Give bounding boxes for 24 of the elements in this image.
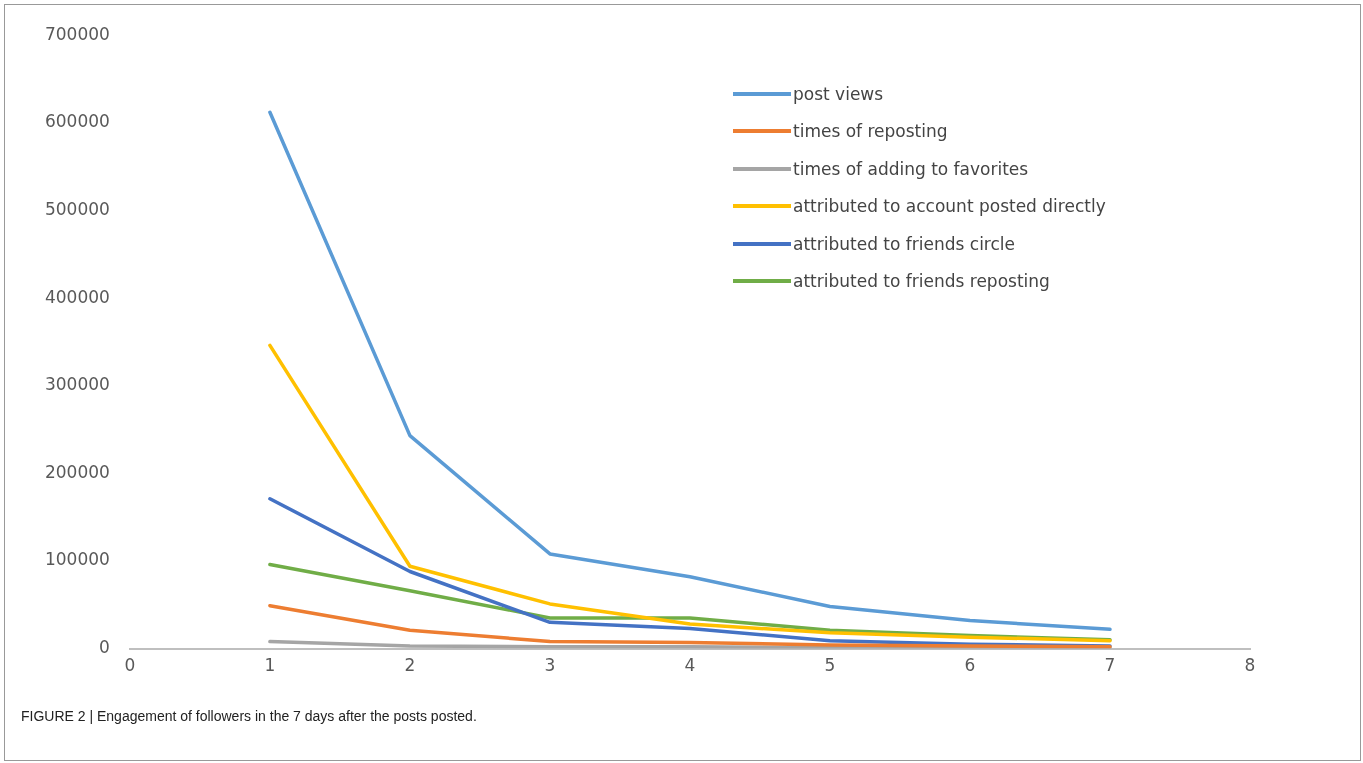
legend-label: times of reposting — [793, 121, 948, 142]
legend-label: times of adding to favorites — [793, 158, 1029, 179]
y-tick-label: 200000 — [44, 461, 110, 482]
x-tick-label: 4 — [684, 655, 696, 676]
legend-label: attributed to friends circle — [793, 233, 1016, 254]
x-tick-label: 5 — [824, 655, 836, 676]
y-tick-label: 700000 — [44, 23, 110, 44]
x-tick-label: 3 — [544, 655, 556, 676]
legend-label: post views — [793, 83, 884, 104]
legend-label: attributed to friends reposting — [793, 271, 1050, 292]
x-tick-label: 8 — [1244, 655, 1256, 676]
text: FIGURE 2 | Engagement of followers in the 7 days after the posts posted. — [21, 708, 477, 724]
x-tick-label: 6 — [964, 655, 976, 676]
x-tick-label: 1 — [264, 655, 276, 676]
x-tick-label: 2 — [404, 655, 416, 676]
y-tick-label: 500000 — [44, 198, 110, 219]
y-tick-label: 300000 — [44, 374, 110, 395]
y-tick-label: 400000 — [44, 286, 110, 307]
y-tick-label: 100000 — [44, 549, 110, 570]
x-tick-label: 7 — [1104, 655, 1116, 676]
y-tick-label: 600000 — [44, 111, 110, 132]
y-tick-label: 0 — [99, 637, 110, 658]
x-tick-label: 0 — [124, 655, 136, 676]
legend-label: attributed to account posted directly — [793, 196, 1106, 217]
